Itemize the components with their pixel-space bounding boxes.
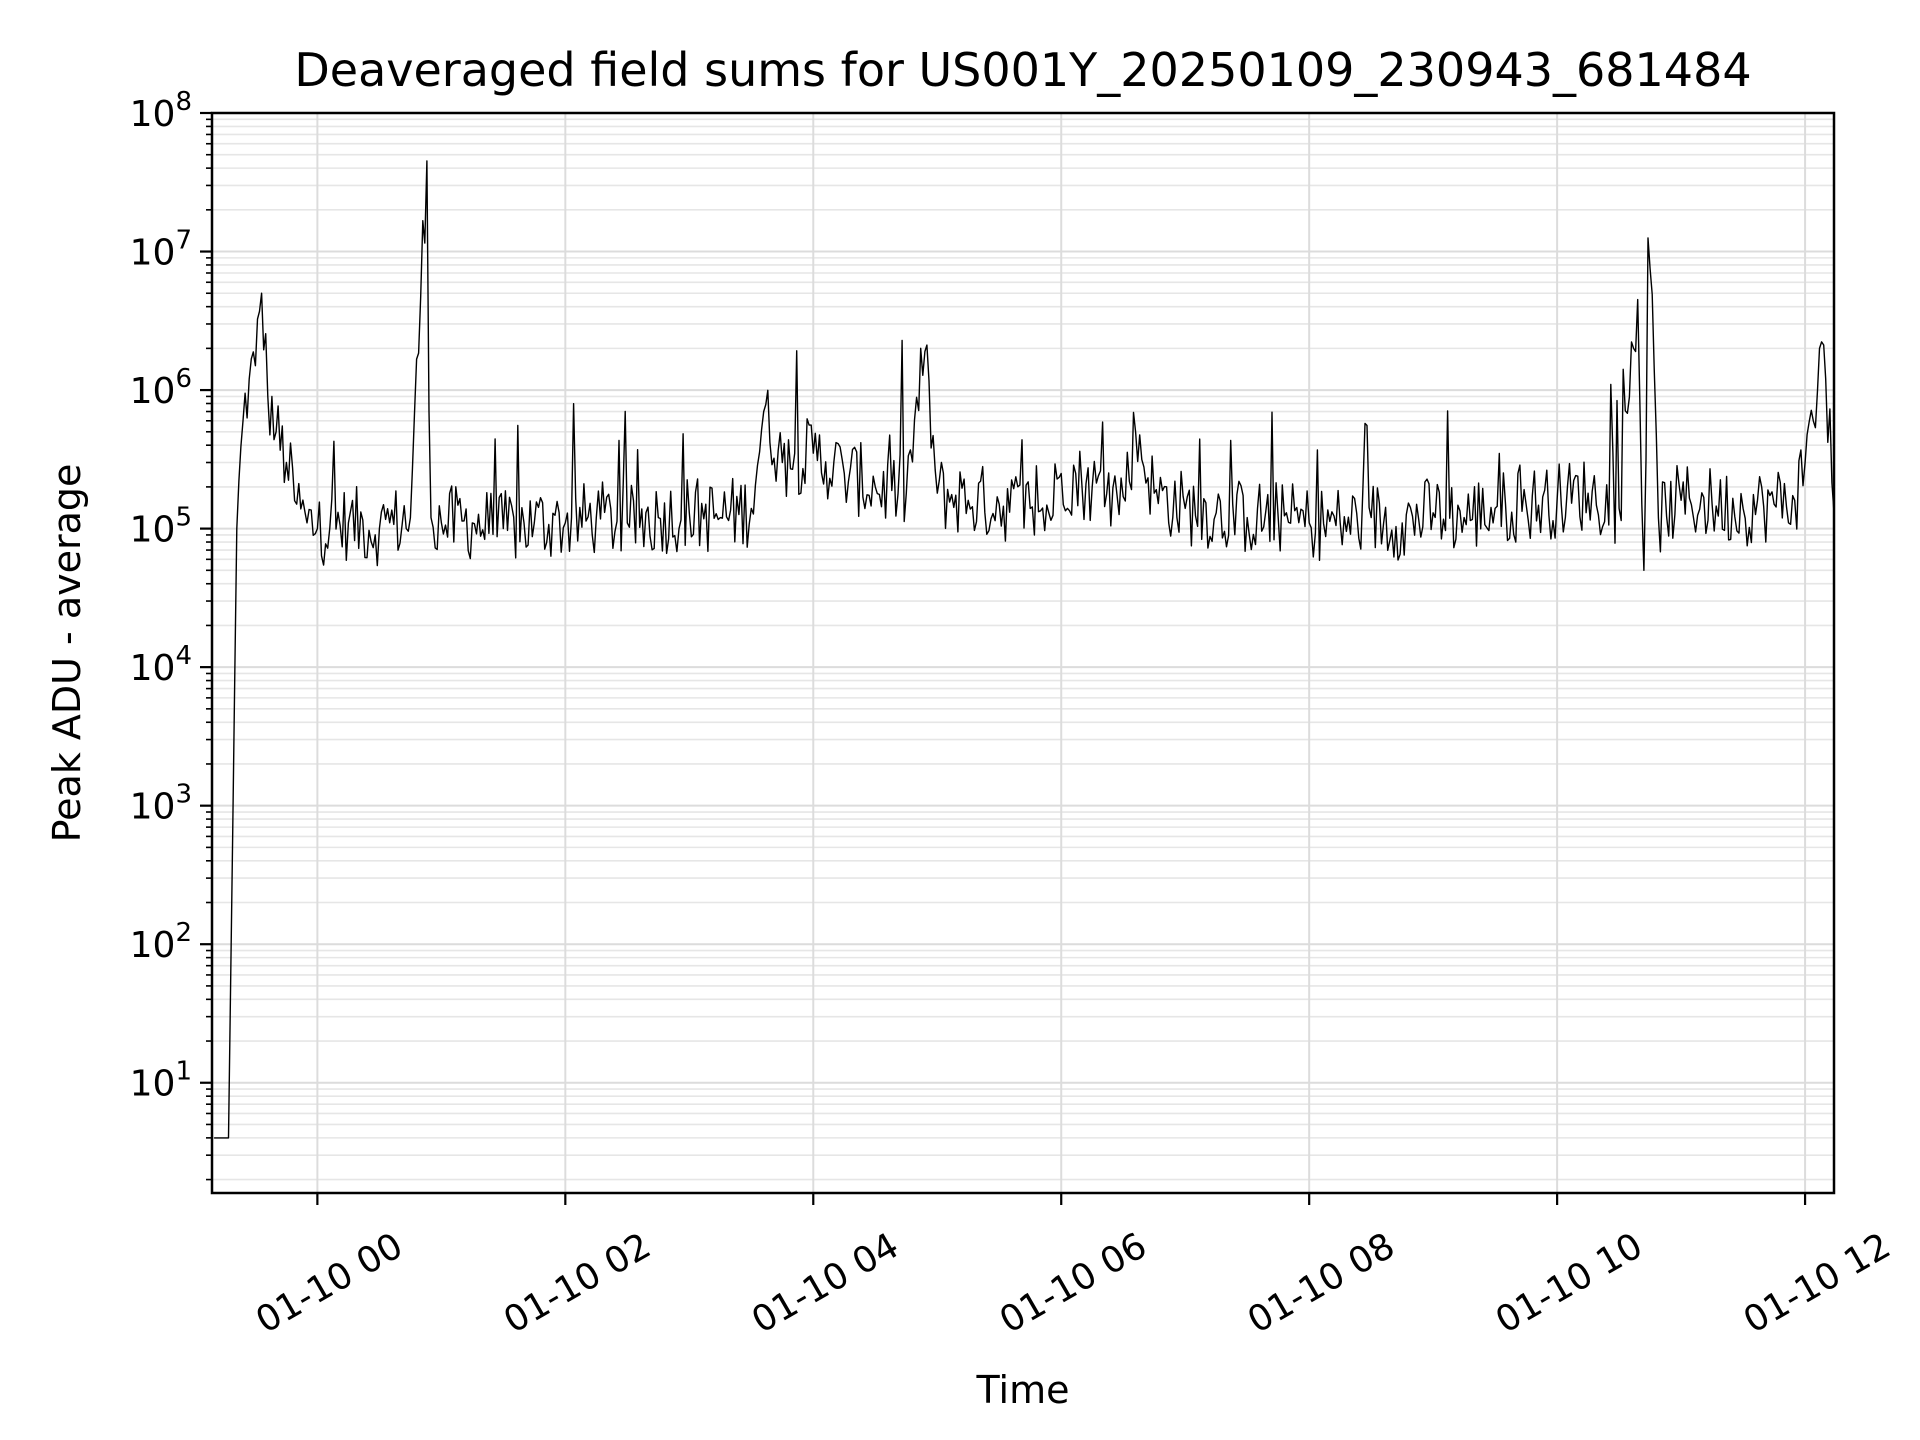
- y-tick-label: 105: [130, 503, 192, 551]
- y-tick-label: 102: [130, 918, 192, 966]
- y-axis-label: Peak ADU - average: [45, 464, 89, 843]
- grid: [212, 112, 1834, 1193]
- data-series: [214, 160, 1835, 1139]
- y-tick-label: 108: [130, 87, 192, 135]
- series-line: [214, 160, 1835, 1139]
- y-tick-label: 101: [130, 1057, 192, 1105]
- y-tick-label: 103: [130, 780, 192, 828]
- plot-frame: [210, 111, 1836, 1195]
- y-tick-label: 107: [130, 226, 192, 274]
- y-tick-label: 106: [130, 364, 192, 412]
- chart-title: Deaveraged field sums for US001Y_2025010…: [294, 43, 1751, 97]
- x-axis-label: Time: [976, 1368, 1070, 1412]
- y-tick-label: 104: [130, 641, 192, 689]
